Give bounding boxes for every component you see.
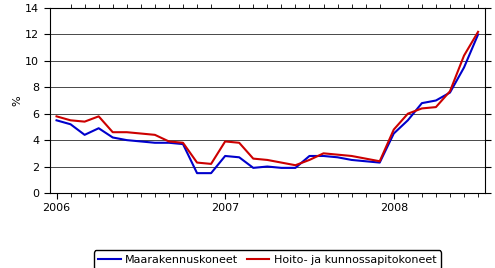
Maarakennuskoneet	[264, 165, 270, 168]
Maarakennuskoneet	[124, 139, 130, 142]
Hoito- ja kunnossapitokoneet	[194, 161, 200, 164]
Y-axis label: %: %	[12, 95, 22, 106]
Hoito- ja kunnossapitokoneet	[321, 152, 327, 155]
Maarakennuskoneet	[180, 143, 186, 146]
Maarakennuskoneet	[405, 119, 411, 122]
Maarakennuskoneet	[53, 119, 59, 122]
Maarakennuskoneet	[236, 156, 242, 159]
Maarakennuskoneet	[250, 166, 256, 169]
Hoito- ja kunnossapitokoneet	[278, 161, 284, 164]
Hoito- ja kunnossapitokoneet	[348, 154, 354, 158]
Hoito- ja kunnossapitokoneet	[405, 112, 411, 115]
Line: Hoito- ja kunnossapitokoneet: Hoito- ja kunnossapitokoneet	[56, 32, 478, 165]
Maarakennuskoneet	[363, 160, 369, 163]
Hoito- ja kunnossapitokoneet	[208, 162, 214, 166]
Hoito- ja kunnossapitokoneet	[236, 141, 242, 144]
Hoito- ja kunnossapitokoneet	[306, 158, 312, 162]
Maarakennuskoneet	[138, 140, 144, 143]
Hoito- ja kunnossapitokoneet	[377, 160, 383, 163]
Maarakennuskoneet	[278, 166, 284, 169]
Hoito- ja kunnossapitokoneet	[138, 132, 144, 135]
Hoito- ja kunnossapitokoneet	[124, 131, 130, 134]
Maarakennuskoneet	[321, 154, 327, 158]
Maarakennuskoneet	[348, 158, 354, 162]
Maarakennuskoneet	[68, 123, 74, 126]
Hoito- ja kunnossapitokoneet	[433, 106, 439, 109]
Maarakennuskoneet	[475, 33, 481, 36]
Hoito- ja kunnossapitokoneet	[264, 158, 270, 162]
Maarakennuskoneet	[152, 141, 158, 144]
Hoito- ja kunnossapitokoneet	[447, 90, 453, 93]
Hoito- ja kunnossapitokoneet	[96, 115, 101, 118]
Hoito- ja kunnossapitokoneet	[68, 119, 74, 122]
Maarakennuskoneet	[82, 133, 88, 136]
Maarakennuskoneet	[222, 154, 228, 158]
Line: Maarakennuskoneet: Maarakennuskoneet	[56, 35, 478, 173]
Legend: Maarakennuskoneet, Hoito- ja kunnossapitokoneet: Maarakennuskoneet, Hoito- ja kunnossapit…	[94, 250, 441, 268]
Hoito- ja kunnossapitokoneet	[391, 128, 396, 131]
Maarakennuskoneet	[96, 127, 101, 130]
Hoito- ja kunnossapitokoneet	[152, 133, 158, 136]
Maarakennuskoneet	[335, 156, 341, 159]
Hoito- ja kunnossapitokoneet	[419, 107, 425, 110]
Hoito- ja kunnossapitokoneet	[222, 140, 228, 143]
Maarakennuskoneet	[110, 136, 116, 139]
Hoito- ja kunnossapitokoneet	[180, 141, 186, 144]
Maarakennuskoneet	[194, 172, 200, 175]
Maarakennuskoneet	[166, 141, 172, 144]
Hoito- ja kunnossapitokoneet	[250, 157, 256, 160]
Hoito- ja kunnossapitokoneet	[475, 30, 481, 34]
Hoito- ja kunnossapitokoneet	[166, 140, 172, 143]
Maarakennuskoneet	[447, 91, 453, 94]
Maarakennuskoneet	[208, 172, 214, 175]
Hoito- ja kunnossapitokoneet	[335, 153, 341, 156]
Maarakennuskoneet	[377, 161, 383, 164]
Maarakennuskoneet	[461, 66, 467, 69]
Hoito- ja kunnossapitokoneet	[363, 157, 369, 160]
Maarakennuskoneet	[419, 102, 425, 105]
Hoito- ja kunnossapitokoneet	[461, 54, 467, 57]
Maarakennuskoneet	[391, 132, 396, 135]
Maarakennuskoneet	[293, 166, 298, 169]
Hoito- ja kunnossapitokoneet	[53, 115, 59, 118]
Hoito- ja kunnossapitokoneet	[293, 163, 298, 167]
Hoito- ja kunnossapitokoneet	[110, 131, 116, 134]
Maarakennuskoneet	[433, 99, 439, 102]
Maarakennuskoneet	[306, 154, 312, 158]
Hoito- ja kunnossapitokoneet	[82, 120, 88, 123]
